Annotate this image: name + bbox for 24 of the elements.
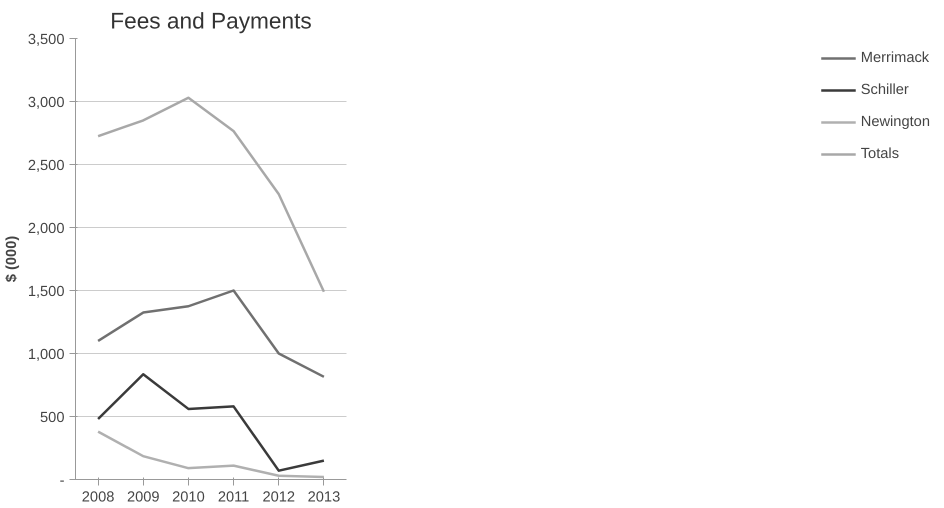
chart-title: Fees and Payments	[110, 8, 312, 34]
line-series	[96, 373, 326, 472]
y-tick-label: 3,500	[28, 32, 65, 48]
y-tick-label: 500	[40, 410, 65, 426]
x-tick-label: 2013	[308, 490, 340, 506]
y-tick-label: 1,500	[28, 284, 65, 300]
x-tick-label: 2008	[82, 490, 114, 506]
y-tick-label: -	[60, 473, 65, 489]
y-tick-label: 2,500	[28, 158, 65, 174]
line-series	[96, 430, 326, 478]
x-tick-label: 2012	[262, 490, 296, 506]
y-tick-label: 1,000	[28, 347, 65, 363]
line-series	[96, 96, 326, 294]
legend-label: Newington	[860, 114, 930, 130]
line-series	[96, 289, 326, 378]
x-tick-label: 2010	[172, 490, 205, 506]
y-tick-label: 3,000	[28, 95, 65, 111]
x-tick-label: 2009	[126, 490, 160, 506]
legend-label: Schiller	[860, 82, 909, 98]
y-tick-label: 2,000	[28, 221, 65, 237]
x-tick-label: 2011	[218, 490, 250, 506]
legend-label: Totals	[860, 146, 900, 162]
legend-label: Merrimack	[860, 50, 930, 66]
y-axis-title: $ (000)	[4, 236, 20, 282]
